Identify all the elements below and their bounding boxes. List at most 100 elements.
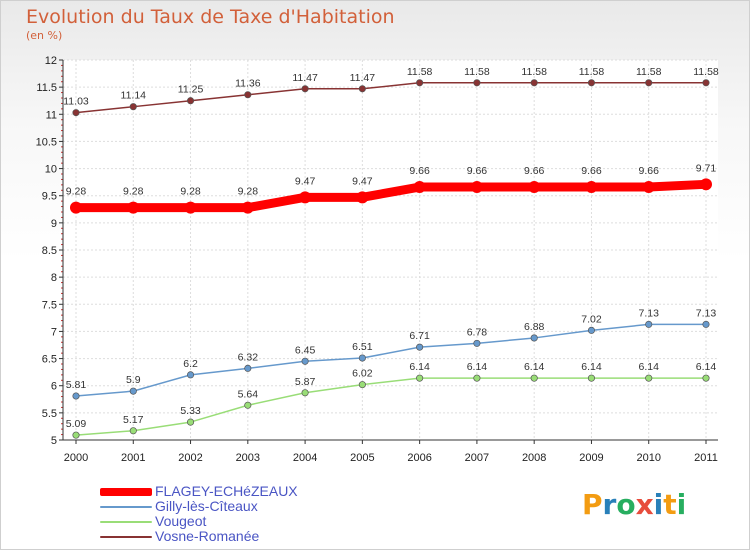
data-label: 6.14 xyxy=(467,361,488,373)
data-point xyxy=(72,109,80,117)
data-point xyxy=(299,191,312,204)
data-point xyxy=(358,85,366,93)
data-label: 6.88 xyxy=(524,321,545,333)
data-label: 6.45 xyxy=(295,344,316,356)
logo-letter: P xyxy=(582,488,603,521)
x-tick-label: 2005 xyxy=(350,452,374,464)
y-tick-label: 5 xyxy=(51,435,57,447)
data-point xyxy=(416,79,424,87)
x-tick-label: 2004 xyxy=(293,452,317,464)
y-tick-label: 8.5 xyxy=(42,245,57,257)
data-label: 11.58 xyxy=(407,66,433,78)
data-point xyxy=(645,374,653,382)
data-label: 11.58 xyxy=(636,66,662,78)
data-label: 5.81 xyxy=(66,379,87,391)
data-point xyxy=(184,201,197,214)
data-point xyxy=(72,431,80,439)
x-tick-label: 2011 xyxy=(694,452,718,464)
data-point xyxy=(358,354,366,362)
data-label: 11.14 xyxy=(121,90,147,102)
data-point xyxy=(129,387,137,395)
y-tick-label: 7 xyxy=(51,326,57,338)
data-point xyxy=(702,374,710,382)
data-label: 5.33 xyxy=(180,405,201,417)
data-label: 11.36 xyxy=(235,78,261,90)
data-point xyxy=(301,389,309,397)
data-point xyxy=(356,191,369,204)
data-label: 7.13 xyxy=(696,307,717,319)
x-tick-label: 2002 xyxy=(178,452,202,464)
data-point xyxy=(473,374,481,382)
data-point xyxy=(642,181,655,194)
legend-item: Vosne-Romanée xyxy=(100,528,400,544)
data-label: 11.03 xyxy=(63,96,89,108)
data-point xyxy=(530,79,538,87)
data-point xyxy=(244,401,252,409)
y-tick-label: 8 xyxy=(51,272,57,284)
data-point xyxy=(530,334,538,342)
data-point xyxy=(186,97,195,105)
data-label: 7.13 xyxy=(639,307,660,319)
data-point xyxy=(645,320,653,328)
data-point xyxy=(301,85,309,93)
legend-swatch xyxy=(100,536,152,538)
data-point xyxy=(129,103,137,111)
data-label: 11.47 xyxy=(292,72,318,84)
y-tick-label: 5.5 xyxy=(42,408,57,420)
logo-letter: i xyxy=(676,488,687,521)
data-label: 9.28 xyxy=(66,186,87,198)
x-tick-label: 2008 xyxy=(522,452,546,464)
series-line-2 xyxy=(75,377,707,436)
data-point xyxy=(127,201,140,214)
data-point xyxy=(70,201,82,214)
data-point xyxy=(473,79,481,87)
data-label: 11.58 xyxy=(464,66,490,78)
data-point xyxy=(186,418,195,426)
data-label: 6.14 xyxy=(639,361,660,373)
data-label: 9.47 xyxy=(295,175,316,187)
y-tick-label: 10 xyxy=(45,164,57,176)
data-label: 6.14 xyxy=(581,361,602,373)
data-label: 11.58 xyxy=(693,66,719,78)
data-point xyxy=(585,181,598,194)
data-label: 9.28 xyxy=(238,186,259,198)
legend-swatch xyxy=(100,521,152,523)
data-label: 9.66 xyxy=(581,165,602,177)
data-point xyxy=(702,320,710,328)
data-label: 6.51 xyxy=(352,341,373,353)
x-tick-label: 2006 xyxy=(407,452,431,464)
data-label: 6.32 xyxy=(238,351,259,363)
data-label: 9.66 xyxy=(639,165,660,177)
logo-letter: x xyxy=(635,488,654,521)
data-label: 9.66 xyxy=(467,165,488,177)
data-label: 11.58 xyxy=(521,66,547,78)
y-tick-label: 11 xyxy=(46,109,57,121)
data-label: 5.64 xyxy=(238,388,259,400)
data-label: 5.09 xyxy=(66,418,87,430)
data-point xyxy=(416,343,424,351)
data-point xyxy=(241,201,254,214)
data-point xyxy=(700,178,712,191)
y-tick-label: 10.5 xyxy=(36,136,57,148)
data-point xyxy=(72,392,80,400)
chart-legend: FLAGEY-ECHéZEAUX Gilly-lès-Cîteaux Vougeot… xyxy=(100,483,400,544)
data-point xyxy=(528,181,541,194)
legend-label: FLAGEY-ECHéZEAUX xyxy=(155,483,298,499)
data-point xyxy=(358,381,366,389)
data-point xyxy=(416,374,424,382)
y-tick-label: 6.5 xyxy=(42,354,57,366)
data-label: 9.28 xyxy=(180,186,201,198)
series-line-1 xyxy=(75,323,707,397)
legend-item: FLAGEY-ECHéZEAUX xyxy=(100,483,400,499)
legend-swatch xyxy=(100,488,152,496)
data-label: 6.02 xyxy=(352,368,373,380)
logo-letter: r xyxy=(602,488,617,521)
data-label: 6.2 xyxy=(183,358,198,370)
data-label: 5.9 xyxy=(126,374,141,386)
y-tick-label: 11.5 xyxy=(36,82,57,94)
data-label: 9.66 xyxy=(409,165,430,177)
legend-label: Vougeot xyxy=(155,513,207,529)
series-line-3 xyxy=(75,82,707,114)
x-tick-label: 2009 xyxy=(579,452,603,464)
